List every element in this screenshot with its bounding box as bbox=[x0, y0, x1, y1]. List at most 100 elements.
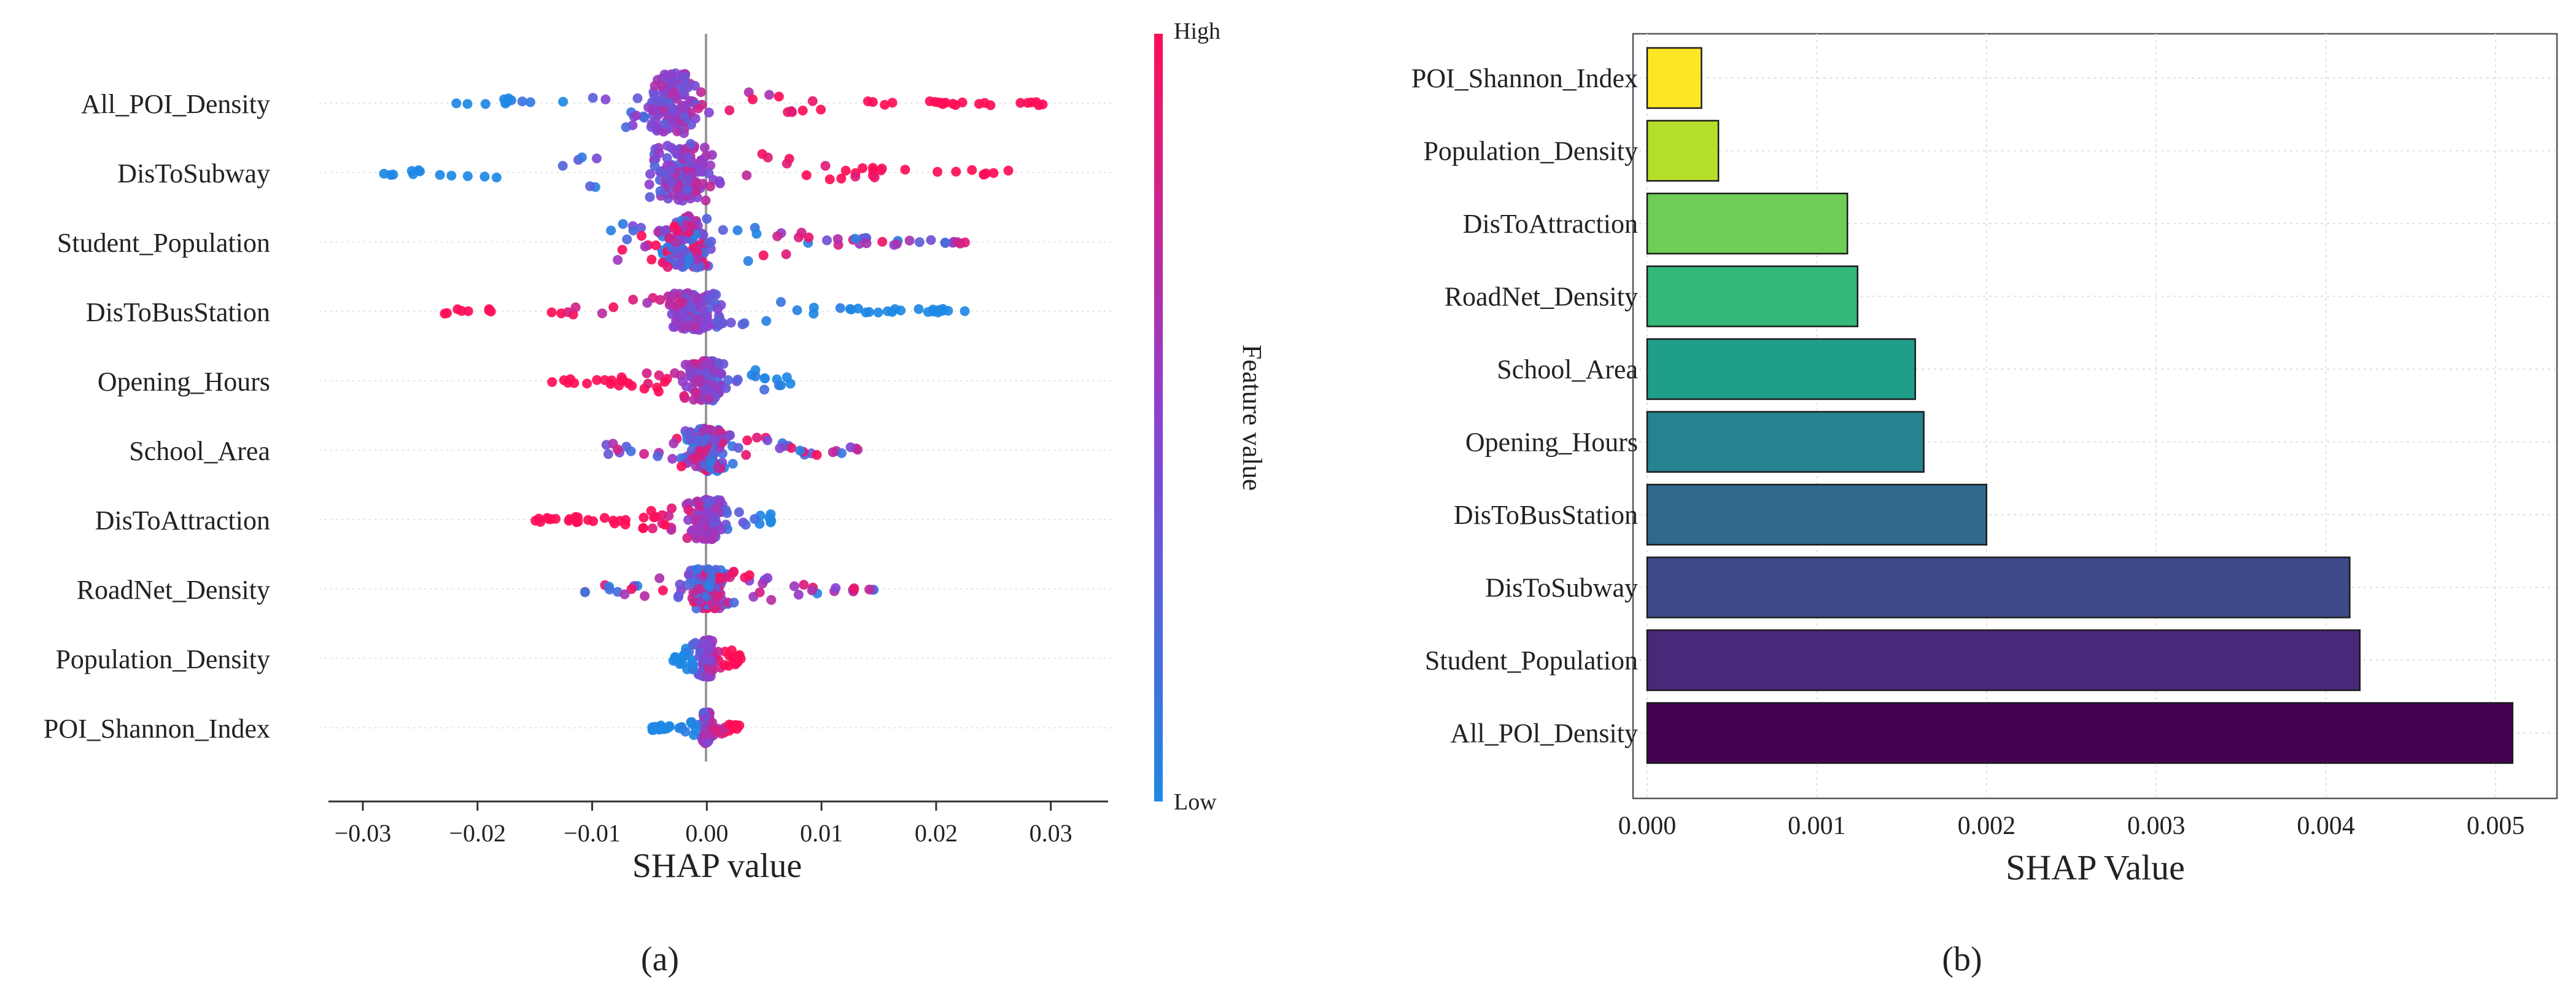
shap-point bbox=[582, 378, 592, 389]
shap-point bbox=[662, 153, 672, 163]
shap-point bbox=[762, 435, 773, 445]
x-tick-label: 0.005 bbox=[2467, 812, 2525, 840]
shap-point bbox=[687, 658, 697, 668]
shap-point bbox=[726, 318, 736, 328]
shap-point bbox=[708, 365, 719, 375]
shap-point bbox=[677, 723, 688, 734]
category-label: POI_Shannon_Index bbox=[1411, 63, 1638, 93]
shap-point bbox=[762, 573, 773, 583]
shap-point bbox=[822, 235, 832, 246]
shap-point bbox=[646, 505, 656, 516]
shap-point bbox=[705, 181, 715, 192]
shap-point bbox=[713, 647, 723, 657]
shap-beeswarm-panel: All_POI_Density DisToSubway Student_Popula… bbox=[44, 18, 1267, 885]
shap-point bbox=[638, 111, 649, 122]
shap-point bbox=[708, 434, 719, 444]
shap-point bbox=[646, 122, 656, 132]
shap-point bbox=[725, 430, 735, 440]
shap-point bbox=[704, 580, 714, 591]
shap-point bbox=[655, 186, 665, 197]
shap-point bbox=[644, 179, 654, 190]
shap-point bbox=[547, 377, 557, 387]
shap-point bbox=[667, 503, 677, 513]
shap-point bbox=[480, 99, 491, 109]
shap-point bbox=[491, 173, 502, 182]
shap-point bbox=[704, 497, 715, 507]
shap-point bbox=[940, 238, 950, 248]
shap-point bbox=[700, 313, 711, 323]
bar bbox=[1646, 556, 2351, 618]
shap-point bbox=[435, 170, 445, 180]
shap-point bbox=[683, 174, 694, 185]
shap-point bbox=[599, 513, 610, 523]
shap-point bbox=[722, 508, 732, 518]
shap-point bbox=[628, 294, 638, 305]
shap-point bbox=[689, 639, 699, 650]
shap-point bbox=[604, 584, 615, 595]
shap-point bbox=[724, 105, 735, 115]
shap-point bbox=[981, 168, 991, 179]
shap-point bbox=[714, 426, 724, 436]
shap-point bbox=[714, 320, 724, 330]
shap-point bbox=[626, 584, 637, 595]
shap-point bbox=[785, 378, 796, 389]
shap-point bbox=[783, 107, 793, 117]
category-label: DisToBusStation bbox=[1454, 500, 1638, 530]
bar bbox=[1646, 47, 1702, 109]
shap-point bbox=[642, 368, 652, 378]
shap-point bbox=[613, 444, 623, 454]
shap-point bbox=[622, 234, 632, 244]
shap-point bbox=[1003, 165, 1014, 176]
feature-label: DisToBusStation bbox=[86, 297, 270, 327]
shap-point bbox=[988, 168, 999, 178]
shap-point bbox=[525, 97, 535, 107]
shap-point bbox=[675, 260, 685, 270]
feature-label: School_Area bbox=[129, 436, 270, 466]
shap-point bbox=[700, 195, 711, 206]
shap-point bbox=[660, 225, 670, 236]
category-label: Student_Population bbox=[1425, 645, 1638, 676]
shap-point bbox=[440, 308, 450, 319]
shap-point bbox=[809, 302, 819, 313]
shap-point bbox=[640, 241, 650, 252]
shap-point bbox=[717, 437, 727, 448]
shap-point bbox=[671, 238, 681, 249]
shap-point bbox=[699, 248, 710, 258]
shap-point bbox=[608, 302, 619, 313]
shap-point bbox=[638, 512, 649, 523]
colorbar bbox=[1154, 34, 1163, 801]
shap-point bbox=[696, 166, 707, 176]
shap-point bbox=[712, 726, 722, 736]
shap-point bbox=[744, 570, 755, 580]
shap-point bbox=[864, 584, 874, 595]
shap-point bbox=[713, 462, 723, 472]
shap-point bbox=[696, 87, 706, 97]
feature-label: Opening_Hours bbox=[98, 367, 270, 397]
shap-point bbox=[654, 370, 664, 381]
shap-point bbox=[672, 127, 683, 136]
shap-point bbox=[758, 250, 769, 260]
shap-point bbox=[647, 523, 658, 534]
shap-point bbox=[776, 297, 786, 307]
shap-point bbox=[967, 165, 977, 175]
shap-point bbox=[723, 375, 733, 385]
shap-point bbox=[686, 302, 697, 313]
shap-point bbox=[670, 368, 680, 378]
shap-point bbox=[546, 307, 557, 318]
colorbar-high-label: High bbox=[1174, 18, 1220, 44]
shap-point bbox=[846, 305, 856, 314]
shap-point bbox=[761, 316, 772, 326]
shap-point bbox=[649, 725, 659, 735]
shap-point bbox=[658, 104, 669, 114]
shap-point bbox=[462, 171, 473, 181]
shap-point bbox=[742, 170, 752, 181]
shap-point bbox=[386, 170, 396, 180]
shap-point bbox=[558, 96, 568, 107]
shap-point bbox=[727, 567, 738, 578]
shap-bar-panel: POI_Shannon_Index Population_Density DisTo… bbox=[1411, 33, 2558, 887]
shap-point bbox=[775, 443, 785, 453]
shap-point bbox=[698, 426, 708, 437]
shap-point bbox=[652, 383, 662, 392]
shap-point bbox=[807, 96, 818, 106]
